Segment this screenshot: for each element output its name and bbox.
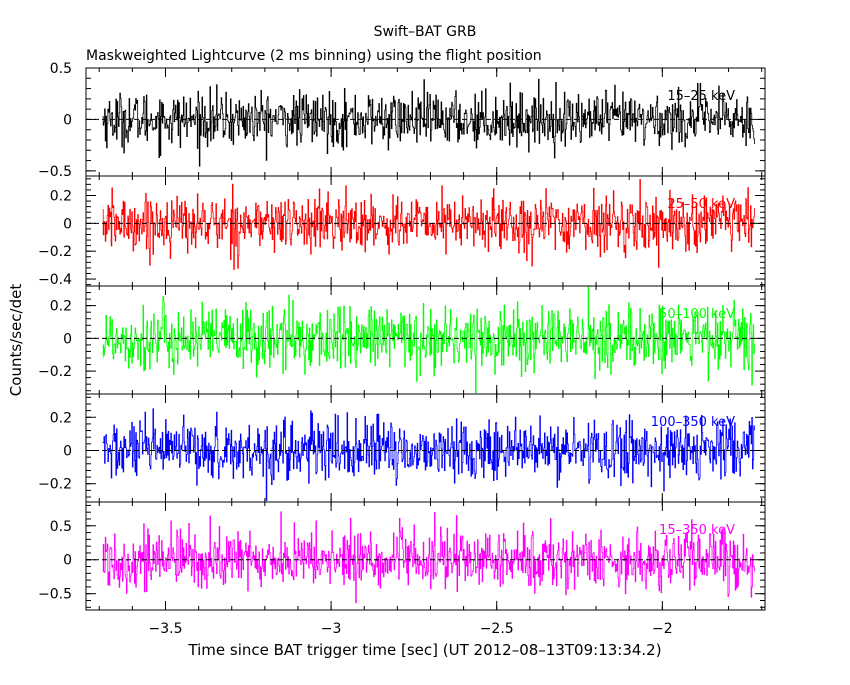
band-label: 15–25 keV bbox=[667, 89, 735, 104]
panel-2: −0.4 −0.2 0 0.2 25–50 keV bbox=[38, 175, 766, 288]
x-tick-label: −3.5 bbox=[148, 621, 182, 637]
x-tick-label: −3 bbox=[321, 621, 342, 637]
y-tick-label: 0 bbox=[63, 553, 72, 569]
panel-5: −0.5 0 0.5 15–350 keV bbox=[38, 501, 766, 611]
band-label: 25–50 keV bbox=[667, 197, 735, 212]
y-tick-label: 0 bbox=[63, 216, 72, 232]
y-tick-label: 0.2 bbox=[50, 188, 72, 204]
y-tick-label: −0.2 bbox=[38, 477, 72, 493]
series-line-4 bbox=[102, 408, 756, 501]
y-tick-label: −0.5 bbox=[38, 164, 72, 180]
y-tick-label: −0.2 bbox=[38, 364, 72, 380]
y-tick-label: 0 bbox=[63, 443, 72, 459]
series-line-3 bbox=[102, 285, 756, 393]
panel-1: −0.5 0 0.5 15–25 keV bbox=[38, 61, 766, 180]
y-tick-label: −0.2 bbox=[38, 244, 72, 260]
series-line-5 bbox=[102, 511, 756, 604]
y-tick-label: 0.5 bbox=[50, 61, 72, 77]
panel-3: −0.2 0 0.2 50–100 keV bbox=[38, 285, 766, 395]
x-tick-label: −2.5 bbox=[480, 621, 514, 637]
x-axis-label: Time since BAT trigger time [sec] (UT 20… bbox=[187, 641, 661, 659]
y-tick-label: −0.4 bbox=[38, 272, 72, 288]
chart-title: Swift–BAT GRB bbox=[374, 24, 477, 40]
x-tick-label: −2 bbox=[652, 621, 673, 637]
band-label: 100–350 keV bbox=[651, 415, 735, 430]
series-line-1 bbox=[102, 78, 756, 167]
y-tick-label: 0.2 bbox=[50, 410, 72, 426]
y-tick-label: 0.5 bbox=[50, 519, 72, 535]
chart-subtitle: Maskweighted Lightcurve (2 ms binning) u… bbox=[86, 48, 542, 64]
panel-frame bbox=[85, 501, 766, 611]
panels-layer: −0.500.515–25 keV−0.4−0.200.225–50 keV−0… bbox=[38, 61, 766, 637]
series-line-2 bbox=[102, 179, 756, 270]
y-tick-label: 0 bbox=[63, 112, 72, 128]
band-label: 50–100 keV bbox=[659, 307, 735, 322]
band-label: 15–350 keV bbox=[659, 523, 735, 538]
y-tick-label: 0.2 bbox=[50, 299, 72, 315]
panel-4: −0.2 0 0.2 100–350 keV bbox=[38, 393, 766, 503]
y-tick-label: −0.5 bbox=[38, 587, 72, 603]
y-axis-label: Counts/sec/det bbox=[7, 284, 25, 397]
y-tick-label: 0 bbox=[63, 331, 72, 347]
